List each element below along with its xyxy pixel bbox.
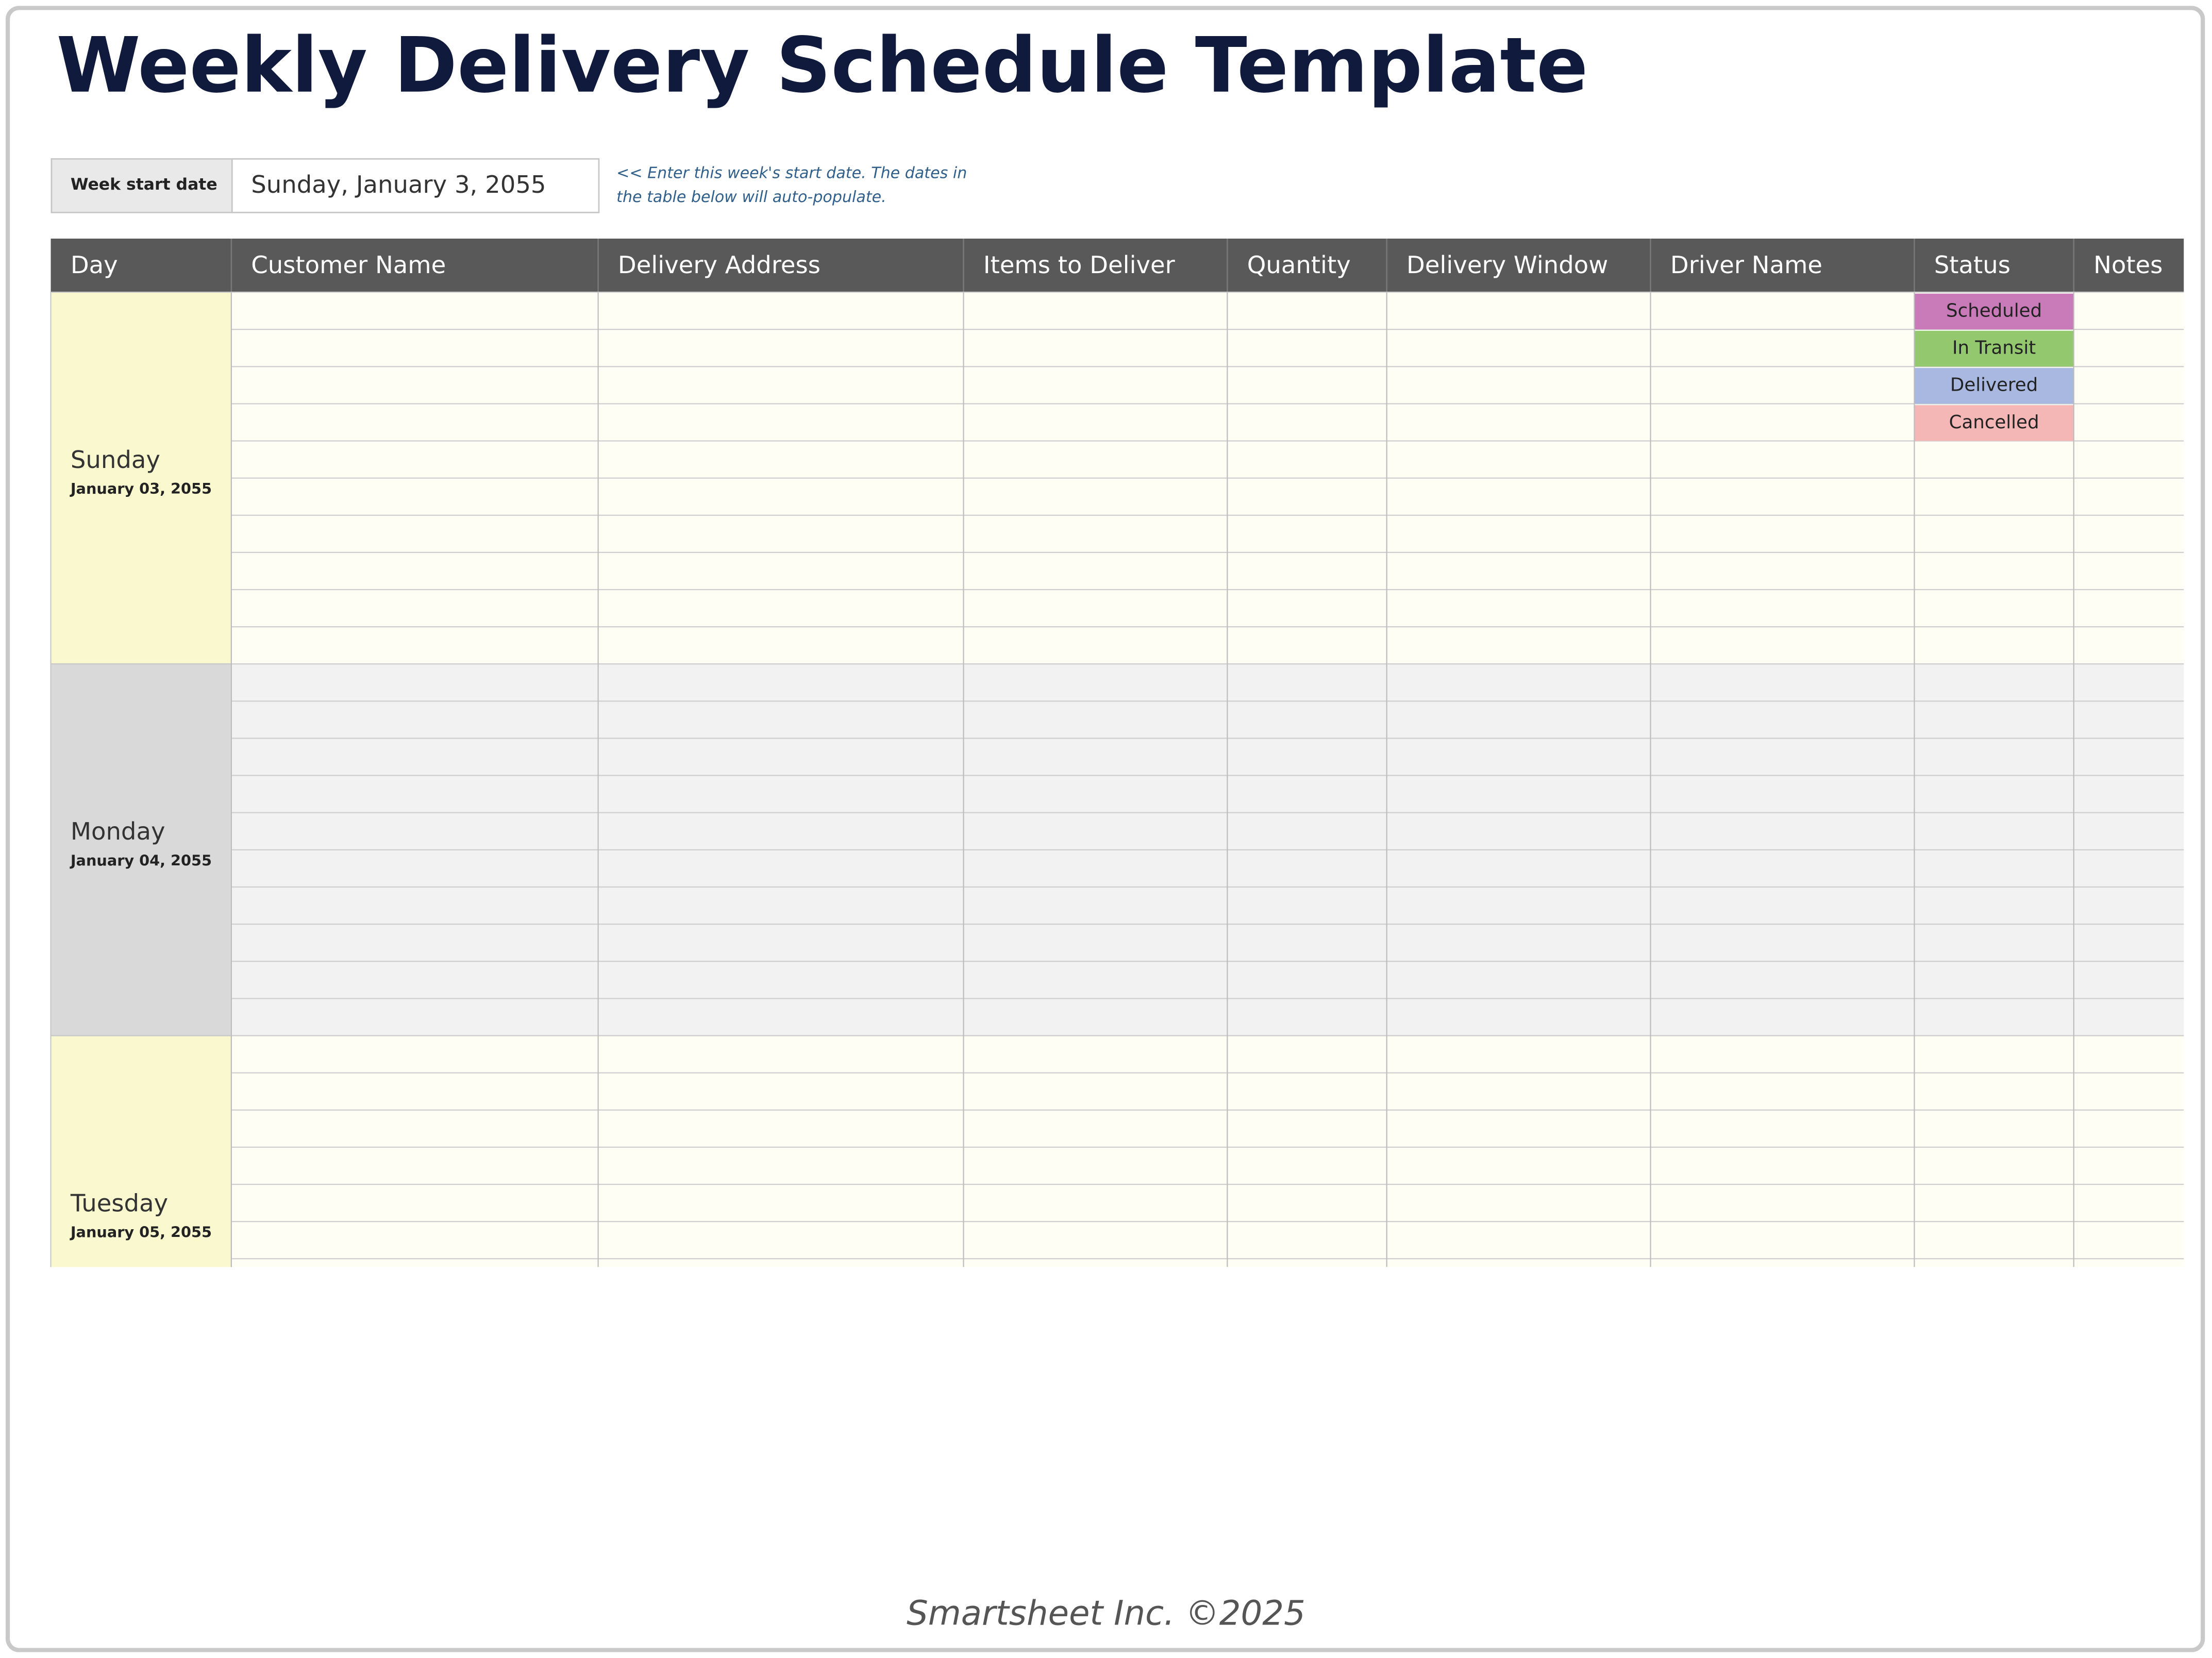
day-cell [50, 1035, 232, 1267]
week-value-cell[interactable] [231, 158, 600, 213]
status-label[interactable]: In Transit [1952, 338, 2036, 359]
status-chip [1914, 405, 2074, 441]
day-name: Monday [71, 817, 165, 845]
column-header: Customer Name [251, 251, 446, 279]
column-header: Items to Deliver [983, 251, 1176, 279]
title: Weekly Delivery Schedule Template [56, 21, 1588, 110]
column-header: Driver Name [1670, 251, 1822, 279]
table: Day Customer Name Delivery Address Items to… [50, 238, 2184, 1267]
day-name: Tuesday [70, 1189, 168, 1217]
column-header: Day [71, 251, 118, 279]
column-header: Status [1934, 251, 2010, 279]
day-date: January 03, 2055 [70, 480, 212, 497]
day-date: January 04, 2055 [70, 851, 212, 869]
column-header: Notes [2093, 251, 2163, 279]
status-label[interactable]: Scheduled [1946, 300, 2042, 321]
day-cell [50, 291, 232, 665]
column-header: Quantity [1247, 251, 1351, 279]
note: << Enter this week's start date. The dat… [616, 164, 967, 182]
day-name: Sunday [71, 446, 160, 474]
status-label[interactable]: Delivered [1950, 375, 2038, 396]
footer: Smartsheet Inc. ©2025 [907, 1594, 1305, 1633]
status-chip [1914, 293, 2074, 330]
note: the table below will auto-populate. [616, 188, 886, 206]
status-chip [1914, 367, 2074, 404]
header-row [51, 238, 2184, 292]
day-cell [50, 663, 232, 1036]
week-label: Week start date [71, 175, 217, 194]
week-value[interactable]: Sunday, January 3, 2055 [251, 171, 546, 198]
week-label-cell [51, 158, 233, 213]
column-header: Delivery Address [618, 251, 820, 279]
status-label[interactable]: Cancelled [1949, 412, 2039, 433]
status-chip [1914, 330, 2074, 367]
day-date: January 05, 2055 [70, 1224, 212, 1241]
column-header: Delivery Window [1406, 251, 1608, 279]
day-rows [231, 1035, 2184, 1267]
